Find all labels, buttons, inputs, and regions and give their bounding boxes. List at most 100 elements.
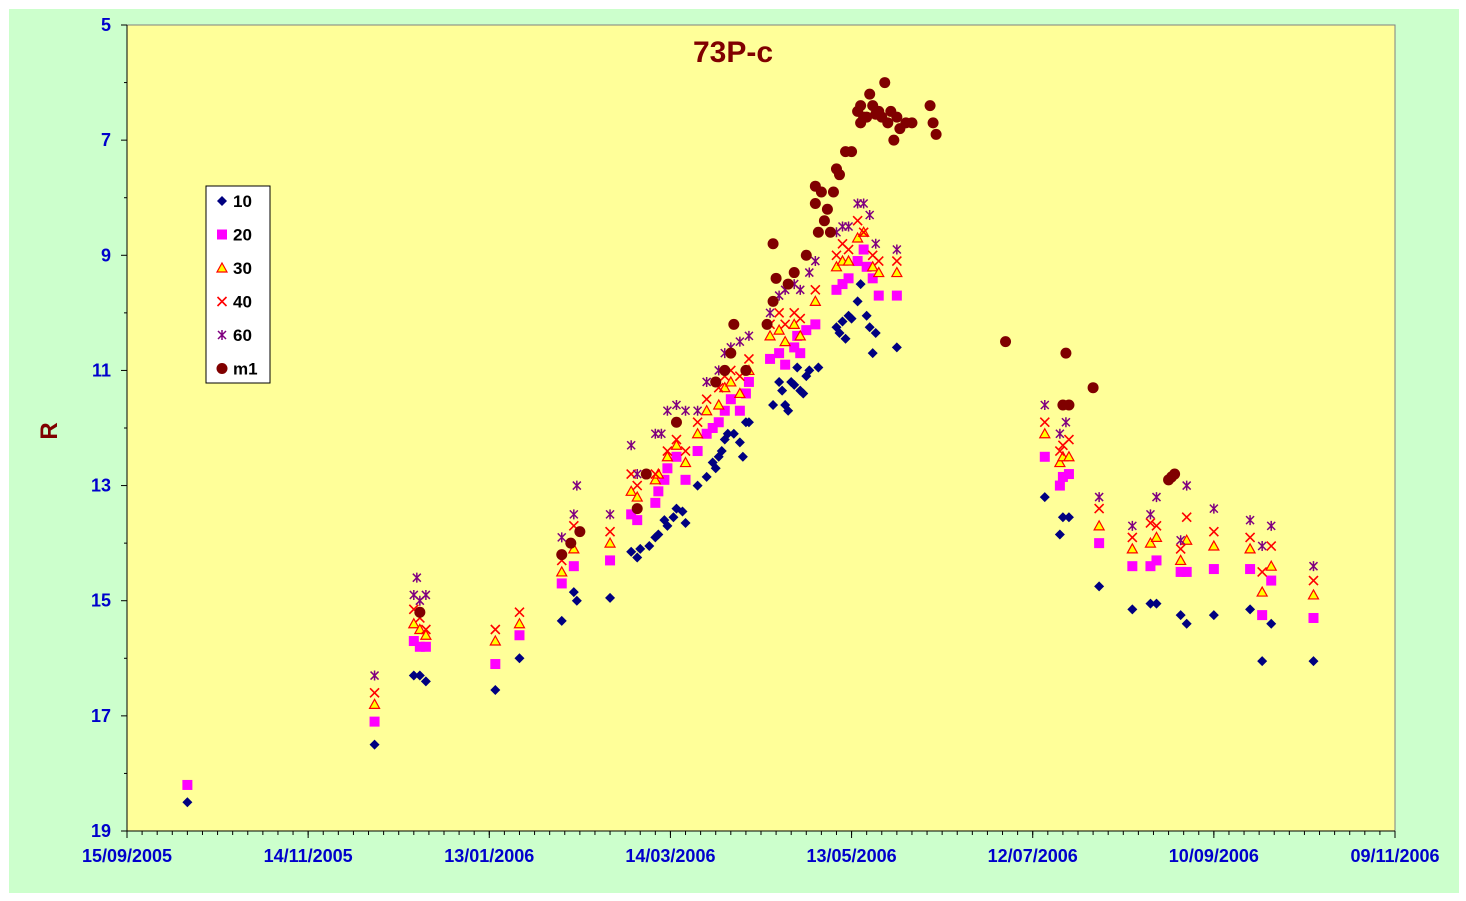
legend-label: 40: [233, 293, 252, 312]
data-point: [1175, 610, 1186, 621]
data-point: [837, 279, 848, 290]
data-point: [891, 290, 902, 301]
data-point: [872, 266, 885, 278]
data-point: [801, 325, 812, 336]
data-point: [824, 226, 836, 238]
data-point: [788, 267, 800, 279]
data-point: [789, 379, 800, 390]
data-point: [930, 128, 942, 140]
data-point: [662, 405, 672, 416]
data-point: [644, 541, 655, 552]
legend-marker: [215, 261, 229, 273]
data-point: [843, 244, 854, 255]
data-point: [906, 117, 918, 129]
data-point: [691, 427, 704, 439]
data-point: [369, 687, 380, 698]
legend-marker: [217, 196, 227, 206]
data-point: [626, 440, 636, 451]
legend-marker: [217, 229, 227, 240]
data-point: [710, 376, 722, 388]
data-point: [890, 266, 903, 278]
data-point: [369, 739, 380, 750]
data-point: [635, 543, 646, 554]
data-point: [1094, 581, 1105, 592]
data-point: [789, 342, 800, 353]
data-point: [668, 512, 679, 523]
data-point: [852, 296, 863, 307]
data-point: [514, 607, 525, 618]
data-point: [557, 532, 567, 543]
x-tick-label: 09/11/2006: [1350, 846, 1439, 866]
data-point: [605, 592, 616, 603]
data-point: [680, 445, 691, 457]
y-tick-label: 11: [92, 360, 111, 380]
data-point: [810, 319, 821, 330]
data-point: [680, 405, 691, 416]
data-point: [408, 636, 419, 647]
legend-label: 20: [233, 226, 252, 245]
data-point: [569, 509, 579, 520]
data-point: [873, 255, 884, 267]
y-tick-label: 19: [91, 821, 111, 841]
data-point: [407, 617, 420, 629]
data-point: [1308, 612, 1319, 623]
data-point: [770, 272, 782, 284]
data-point: [556, 549, 568, 561]
data-point: [804, 267, 814, 278]
data-point: [1257, 610, 1268, 621]
data-point: [718, 381, 731, 393]
data-point: [632, 480, 643, 491]
data-point: [855, 279, 866, 290]
data-point: [701, 394, 712, 405]
data-point: [1256, 585, 1269, 597]
data-point: [650, 468, 661, 480]
data-point: [513, 617, 526, 629]
data-point: [870, 328, 881, 339]
data-point: [568, 587, 579, 598]
data-point: [859, 198, 869, 209]
data-point: [414, 670, 425, 681]
data-point: [716, 446, 727, 457]
data-point: [1054, 529, 1065, 540]
x-tick-label: 14/03/2006: [625, 846, 715, 866]
scatter-chart: 5 7 9 11 13 15 17 19 15/09/2005 14/11/2005 13/01/2…: [36, 15, 1440, 866]
data-point: [1181, 566, 1192, 577]
data-point: [777, 385, 788, 396]
data-point: [871, 238, 881, 249]
y-tick-label: 15: [91, 591, 111, 611]
data-point: [891, 342, 902, 353]
data-point: [804, 365, 815, 376]
data-point: [774, 376, 785, 387]
data-point: [1308, 656, 1319, 667]
data-point: [774, 348, 785, 359]
data-point: [514, 653, 525, 664]
data-point: [813, 362, 824, 373]
data-point: [864, 322, 875, 333]
data-point: [1208, 564, 1219, 575]
data-point: [671, 434, 682, 445]
data-point: [728, 428, 739, 439]
legend-label: 30: [233, 259, 252, 278]
data-point: [1151, 520, 1162, 531]
data-point: [794, 329, 807, 341]
data-point: [656, 428, 666, 439]
data-point: [1307, 588, 1320, 600]
data-point: [604, 526, 616, 537]
data-point: [1057, 512, 1068, 523]
data-point: [572, 480, 582, 491]
data-point: [761, 318, 773, 330]
data-point: [1151, 598, 1162, 609]
data-point: [1144, 536, 1157, 548]
data-point: [568, 561, 579, 572]
data-point: [556, 615, 567, 626]
data-point: [574, 526, 586, 538]
data-point: [1062, 450, 1075, 462]
data-point: [858, 227, 869, 238]
data-point: [725, 394, 736, 405]
data-point: [368, 698, 381, 709]
data-point: [810, 284, 821, 295]
data-point: [1207, 539, 1220, 551]
data-point: [632, 515, 643, 526]
data-point: [1127, 561, 1138, 572]
x-tick-label: 12/07/2006: [988, 846, 1078, 866]
